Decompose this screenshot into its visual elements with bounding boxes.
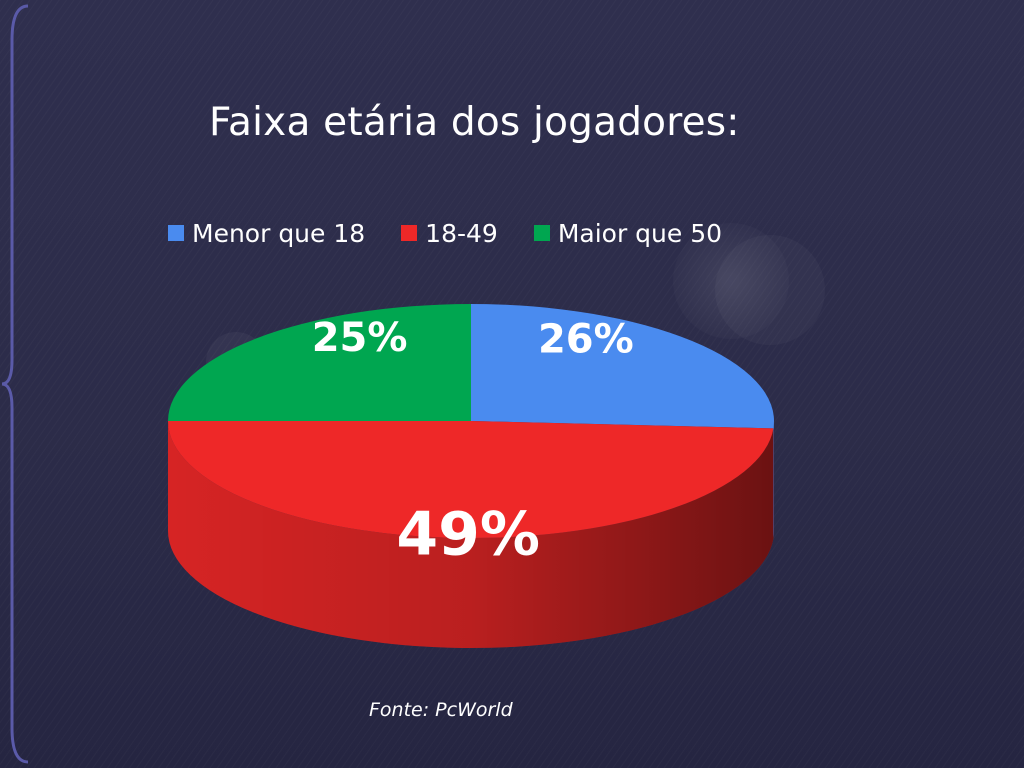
legend-item-maior-que-50: Maior que 50 — [533, 218, 723, 248]
legend-label: Maior que 50 — [557, 218, 723, 248]
pie-slice-menor-que-18 — [471, 304, 775, 429]
pie-slice-maior-que-50 — [168, 304, 471, 421]
source-note: Fonte: PcWorld — [369, 699, 513, 721]
legend-label: 18-49 — [425, 218, 498, 248]
pie-data-label: 49% — [396, 500, 540, 570]
pie-slice-18-49 — [168, 421, 774, 539]
pie-data-label: 25% — [312, 315, 408, 361]
pie-slice-side-shading — [168, 421, 774, 649]
legend-label: Menor que 18 — [192, 218, 366, 248]
slide-title: Faixa etária dos jogadores: — [209, 100, 740, 145]
legend-swatch — [533, 225, 550, 241]
chart-legend: Menor que 18 18-49 Maior que 50 — [168, 215, 722, 251]
pie-slice-side-shading — [773, 421, 774, 539]
background-bubble — [673, 223, 789, 339]
curly-brace-decoration — [1, 4, 29, 764]
legend-item-menor-que-18: Menor que 18 — [168, 219, 365, 248]
legend-swatch — [168, 225, 184, 241]
legend-swatch — [401, 225, 418, 241]
pie-data-label: 26% — [538, 316, 634, 362]
legend-item-18-49: 18-49 — [401, 219, 498, 248]
